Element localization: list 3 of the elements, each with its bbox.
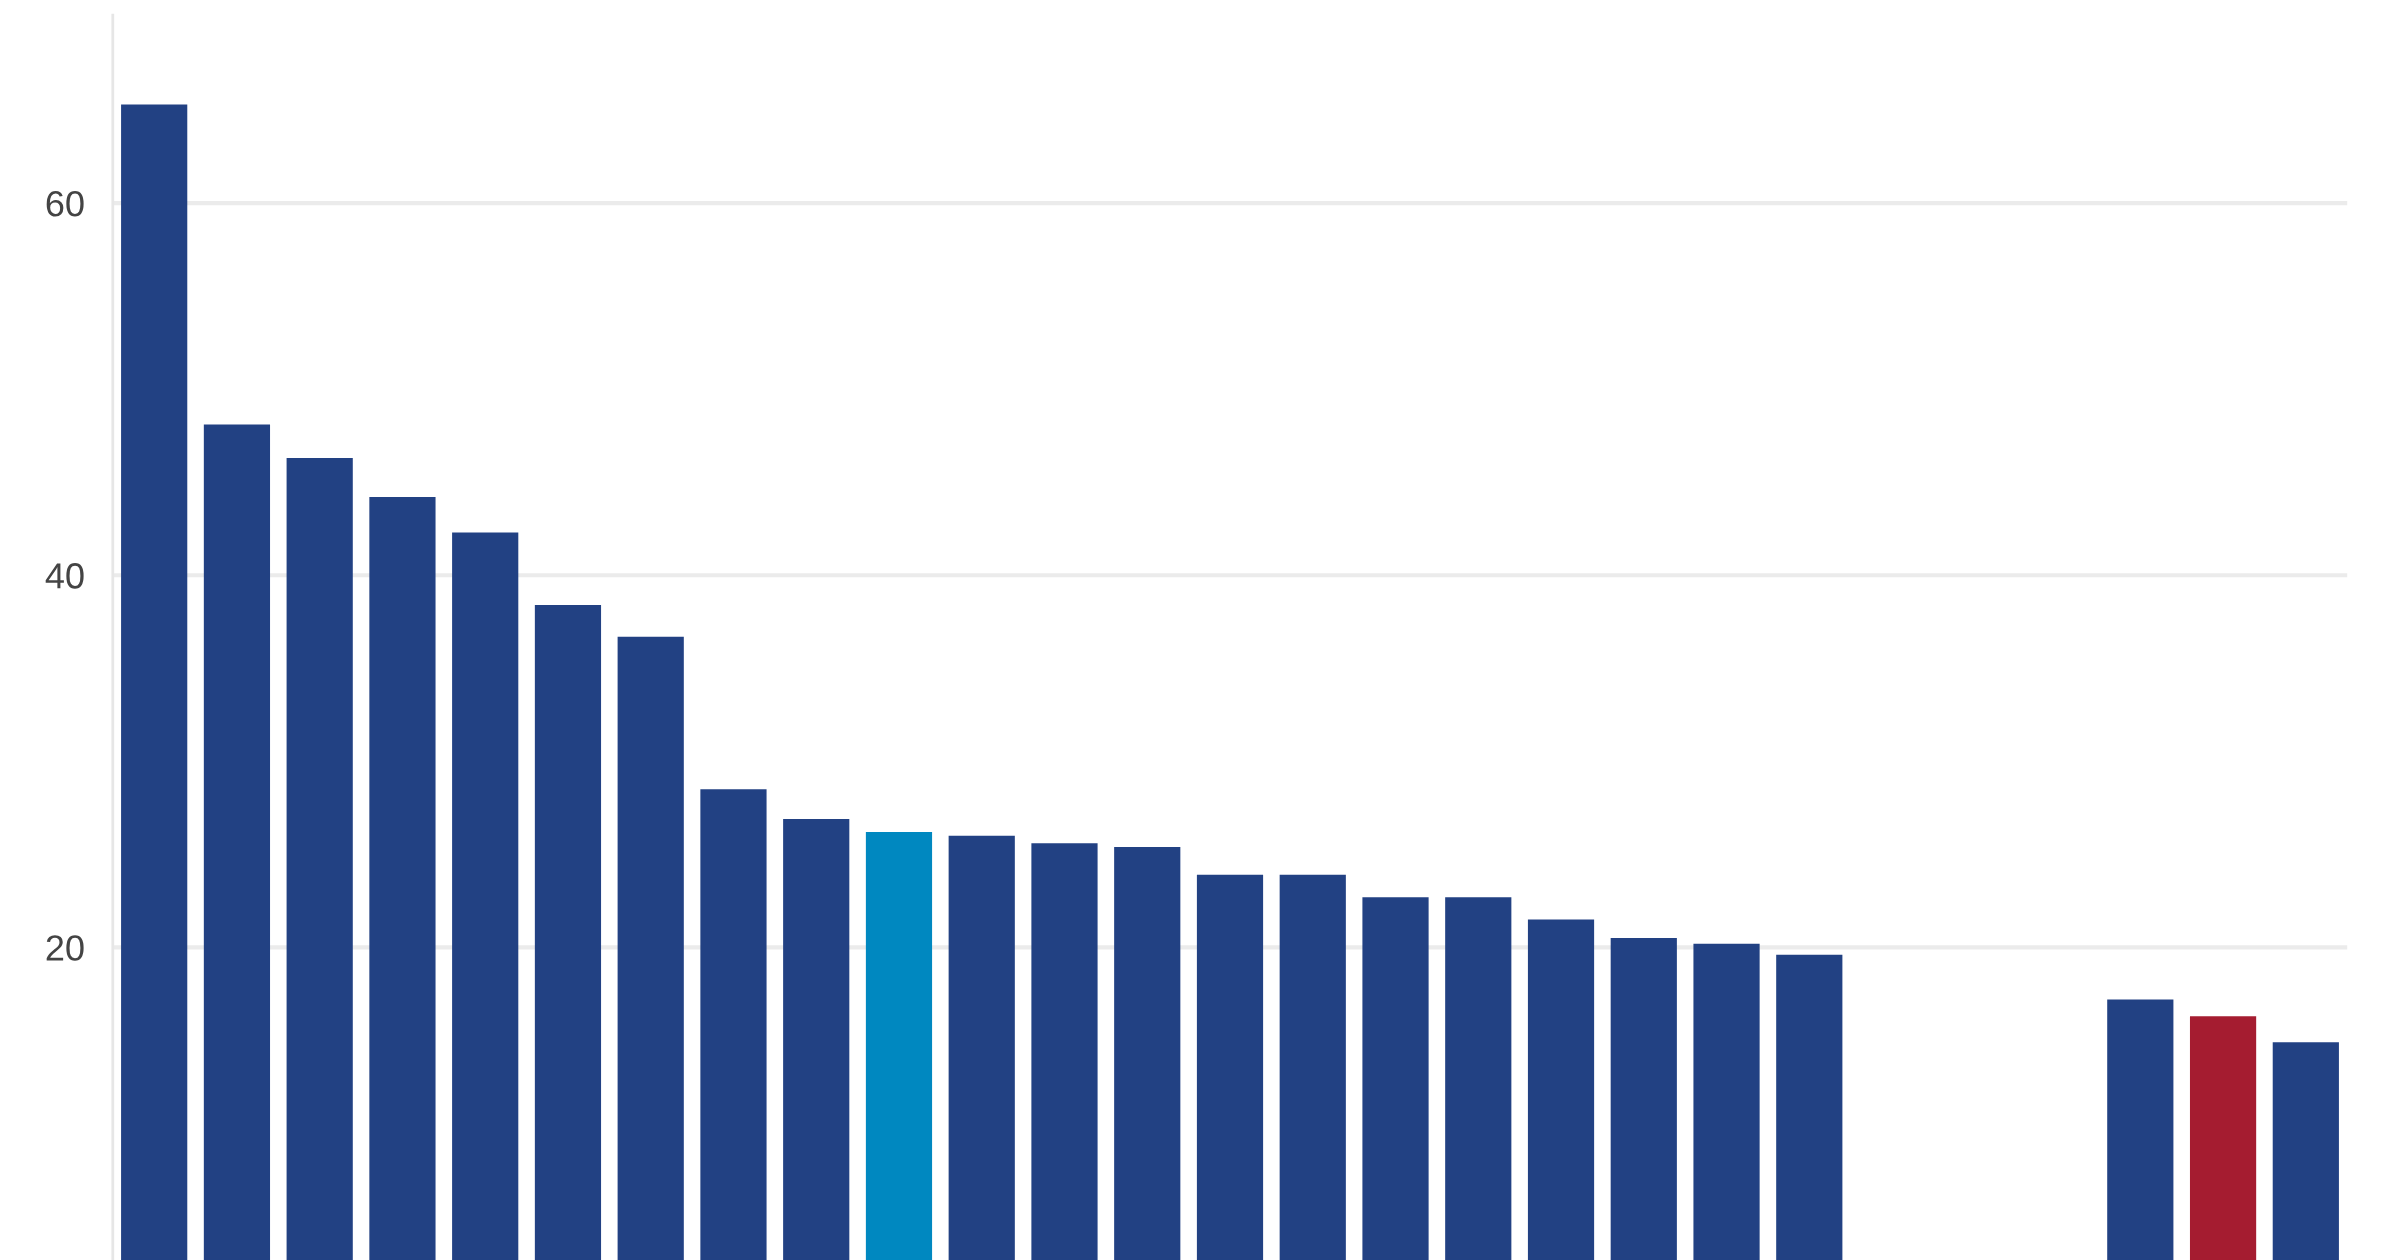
- y-tick-label: 60: [46, 190, 84, 217]
- y-tick-label: 20: [46, 935, 84, 961]
- y-tick-label: 40: [45, 563, 84, 589]
